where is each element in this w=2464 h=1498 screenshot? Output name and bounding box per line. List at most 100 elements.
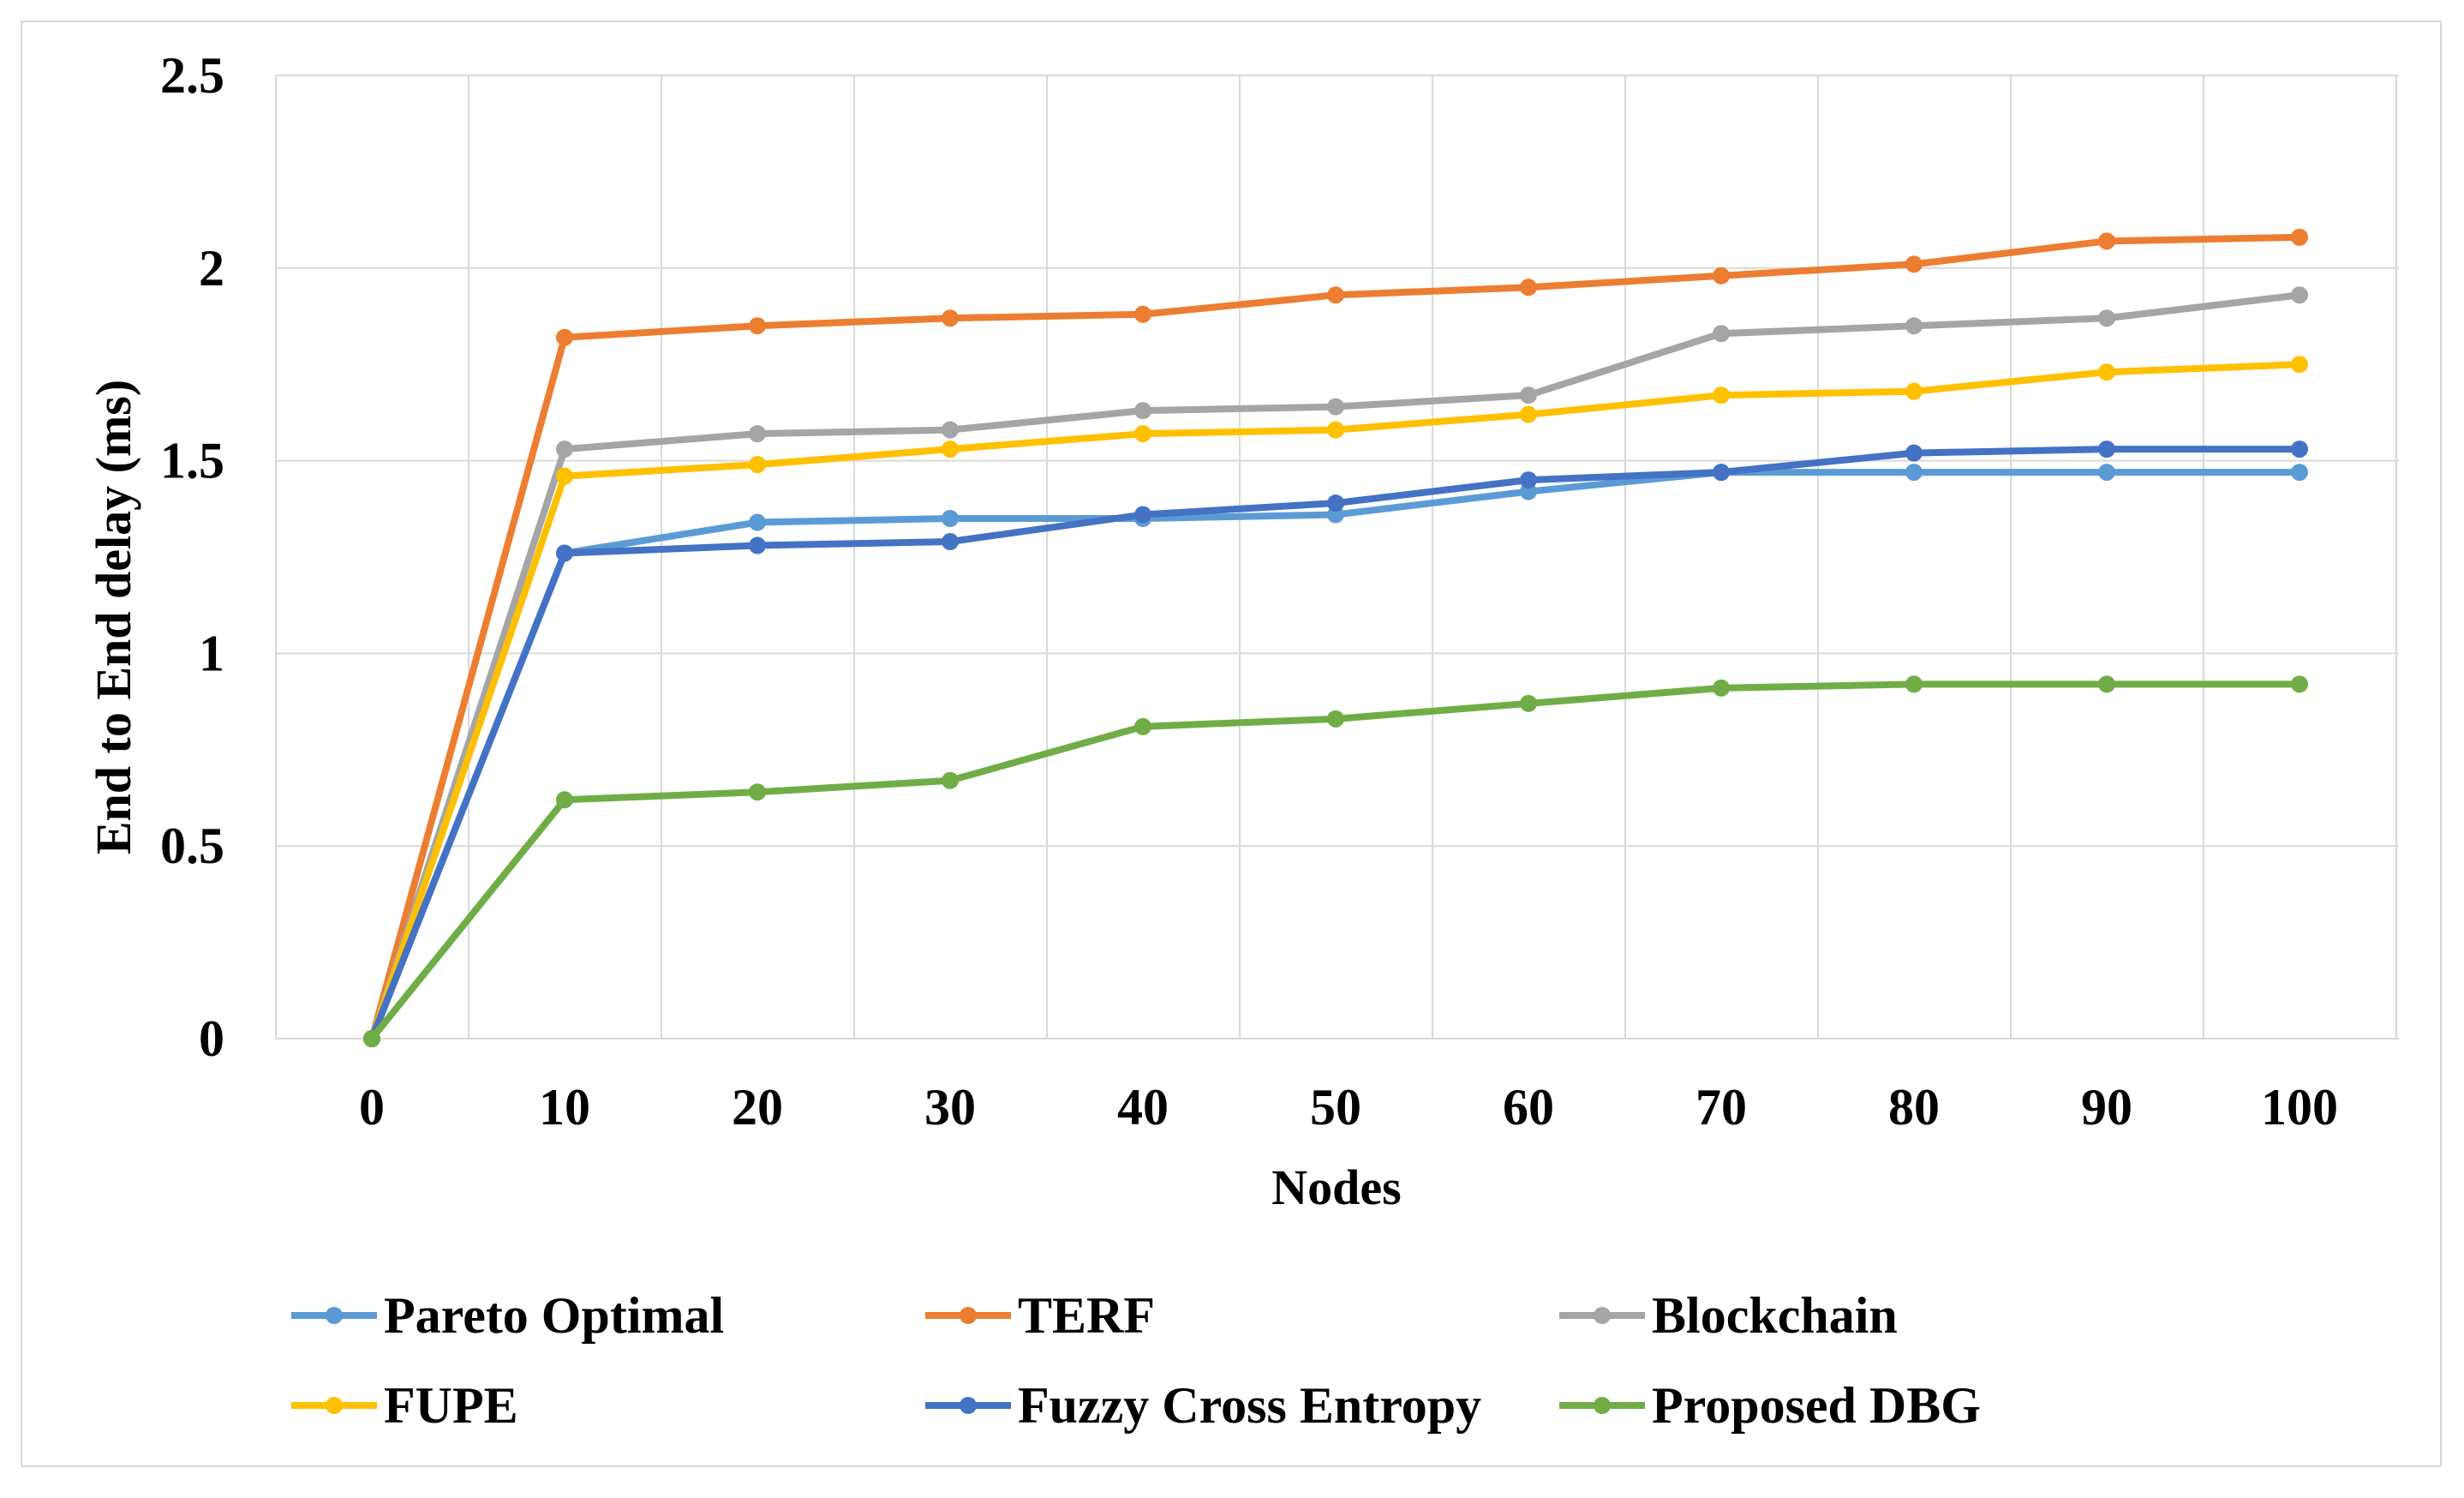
y-axis-ticks: 0 0.5 1 1.5 2 2.5 <box>160 47 224 1067</box>
data-point <box>2098 675 2115 693</box>
x-tick-label: 100 <box>2261 1079 2338 1135</box>
series-lines <box>363 228 2308 1047</box>
series-fuzzy-cross-entropy <box>363 440 2308 1047</box>
data-point <box>749 513 766 531</box>
data-point <box>942 510 959 528</box>
data-point <box>1713 325 1730 343</box>
x-tick-label: 10 <box>539 1079 590 1135</box>
series-terf <box>363 228 2308 1047</box>
x-tick-label: 20 <box>732 1079 783 1135</box>
data-point <box>749 536 766 554</box>
data-point <box>1905 675 1923 693</box>
y-tick-label: 1.5 <box>160 433 224 489</box>
data-point <box>2291 464 2308 482</box>
legend-item-blockchain: Blockchain <box>1559 1287 1898 1344</box>
data-point <box>942 309 959 327</box>
legend-swatch-marker <box>1594 1307 1611 1324</box>
data-point <box>2291 286 2308 304</box>
data-point <box>1713 267 1730 285</box>
x-tick-label: 30 <box>924 1079 976 1135</box>
data-point <box>363 1030 380 1047</box>
legend-swatch-marker <box>960 1397 977 1414</box>
legend-label: TERF <box>1018 1287 1155 1344</box>
data-point <box>1327 286 1344 304</box>
data-point <box>1520 694 1537 712</box>
data-point <box>1134 506 1151 524</box>
legend-item-fupe: FUPE <box>291 1377 518 1434</box>
series-blockchain <box>363 286 2308 1047</box>
legend-swatch-marker <box>326 1397 343 1414</box>
data-point <box>2291 440 2308 458</box>
data-point <box>556 791 573 809</box>
data-point <box>1713 386 1730 404</box>
data-point <box>2098 232 2115 250</box>
data-point <box>2291 675 2308 693</box>
x-axis-ticks: 0 10 20 30 40 50 60 70 80 90 100 <box>359 1079 2338 1135</box>
legend-item-fuzzy-cross-entropy: Fuzzy Cross Entropy <box>925 1377 1481 1434</box>
series-proposed-dbg <box>363 675 2308 1047</box>
data-point <box>749 456 766 474</box>
x-tick-label: 0 <box>359 1079 385 1135</box>
legend-item-pareto-optimal: Pareto Optimal <box>291 1287 724 1344</box>
data-point <box>556 467 573 485</box>
data-point <box>556 328 573 346</box>
gridlines <box>275 75 2399 1040</box>
y-tick-label: 0.5 <box>160 818 224 874</box>
data-point <box>2098 309 2115 327</box>
data-point <box>2098 440 2115 458</box>
y-tick-label: 2.5 <box>160 47 224 104</box>
series-fupe <box>363 356 2308 1047</box>
legend-label: Pareto Optimal <box>384 1287 724 1344</box>
data-point <box>1520 471 1537 489</box>
y-tick-label: 0 <box>199 1010 224 1067</box>
legend-item-terf: TERF <box>925 1287 1155 1344</box>
data-point <box>556 544 573 562</box>
legend-swatch-marker <box>960 1307 977 1324</box>
legend-swatch-marker <box>326 1307 343 1324</box>
data-point <box>1713 679 1730 697</box>
data-point <box>1905 444 1923 462</box>
chart-frame <box>21 21 2442 1467</box>
legend-label: FUPE <box>384 1377 518 1434</box>
data-point <box>942 440 959 458</box>
legend-label: Blockchain <box>1652 1287 1898 1344</box>
x-tick-label: 90 <box>2081 1079 2132 1135</box>
data-point <box>749 783 766 801</box>
data-point <box>1327 494 1344 512</box>
x-axis-title: Nodes <box>1271 1159 1401 1215</box>
data-point <box>1905 317 1923 335</box>
legend-label: Proposed DBG <box>1652 1377 1981 1434</box>
legend: Pareto Optimal TERF Blockchain FUPE Fuzzy Cr… <box>291 1287 1981 1434</box>
data-point <box>749 317 766 335</box>
y-tick-label: 2 <box>199 240 224 297</box>
data-point <box>1520 386 1537 404</box>
data-point <box>1327 398 1344 416</box>
data-point <box>2291 228 2308 246</box>
x-tick-label: 50 <box>1310 1079 1361 1135</box>
data-point <box>1327 421 1344 439</box>
legend-label: Fuzzy Cross Entropy <box>1018 1377 1481 1434</box>
x-tick-label: 80 <box>1888 1079 1940 1135</box>
data-point <box>942 533 959 551</box>
data-point <box>1134 425 1151 443</box>
data-point <box>1134 402 1151 420</box>
legend-swatch-marker <box>1594 1397 1611 1414</box>
data-point <box>1713 464 1730 482</box>
data-point <box>749 425 766 443</box>
y-axis-title: End to End delay (ms) <box>86 380 141 854</box>
data-point <box>1134 305 1151 323</box>
data-point <box>1520 279 1537 297</box>
data-point <box>556 440 573 458</box>
y-tick-label: 1 <box>199 625 224 681</box>
x-tick-label: 70 <box>1695 1079 1747 1135</box>
data-point <box>1905 255 1923 273</box>
data-point <box>942 771 959 789</box>
x-tick-label: 60 <box>1503 1079 1554 1135</box>
data-point <box>942 421 959 439</box>
data-point <box>1905 382 1923 400</box>
legend-item-proposed-dbg: Proposed DBG <box>1559 1377 1981 1434</box>
x-tick-label: 40 <box>1117 1079 1169 1135</box>
data-point <box>1520 405 1537 423</box>
data-point <box>1327 710 1344 728</box>
